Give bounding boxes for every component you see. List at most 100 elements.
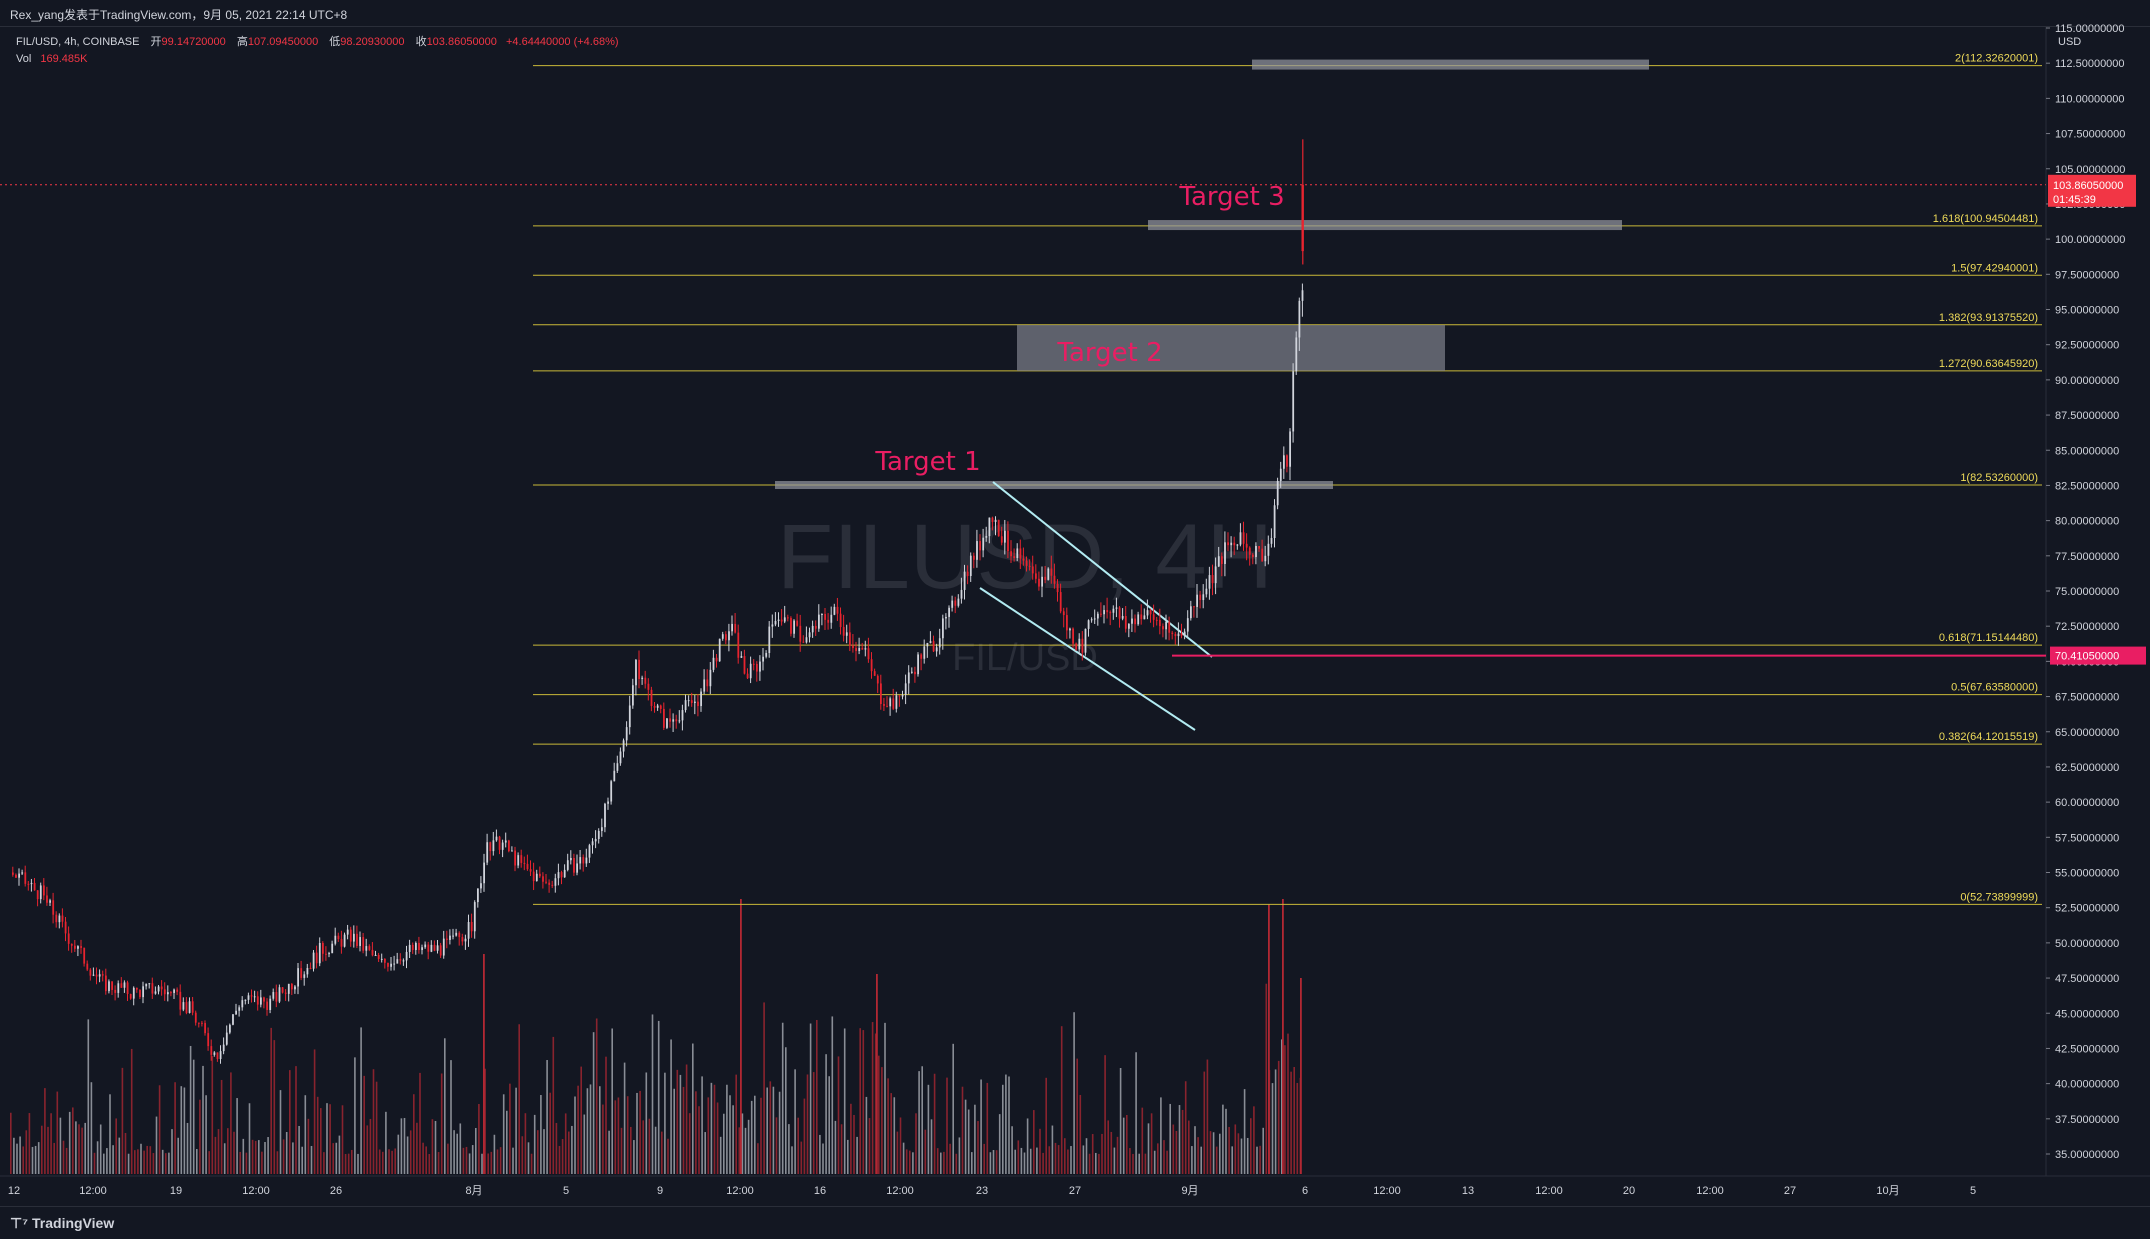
candle-body [318,942,321,964]
candle-body [1190,606,1192,619]
tradingview-logo[interactable]: ⊤⁷ TradingView [10,1215,115,1231]
candle-body [563,869,566,878]
candle-body [95,974,98,977]
candle-body [787,617,789,619]
candle-body [139,989,141,998]
price-axis[interactable] [2046,27,2150,1176]
candle-body [926,642,929,647]
candle-body [418,942,420,951]
candle-body [966,571,969,576]
volume-bar [10,1112,12,1174]
candle-body [697,701,699,707]
volume-bar [980,1079,982,1174]
candle-body [566,860,569,870]
volume-bar [295,1066,297,1174]
candle-body [529,869,532,872]
candle-body [253,996,256,998]
volume-bar [800,1141,803,1174]
candle-body [777,619,780,621]
candle-body [650,689,653,706]
volume-bar [633,1140,635,1174]
volume-bar [323,1152,325,1174]
volume-bar [1116,1136,1119,1174]
candle-body [501,842,504,850]
candle-body [1000,536,1003,543]
candle-body [300,968,303,978]
candle-body [452,935,454,937]
candle-body [229,1024,231,1033]
candle-body [377,954,380,959]
volume-bar [199,1099,201,1174]
channel-lower-line[interactable] [979,587,1196,731]
candle-body [182,1002,185,1010]
candle-body [1165,621,1167,630]
y-tick-label: 100.00000000 [2055,234,2125,246]
target-2-zone[interactable] [1017,324,1445,371]
volume-bar [1256,1146,1258,1174]
candle-body [883,703,885,706]
candle-body [148,983,151,985]
candle-body [783,617,786,622]
volume-bar [822,1143,824,1174]
volume-bar [967,1109,970,1174]
candle-body [49,900,51,903]
volume-bar [143,1150,145,1174]
candle-body [1062,611,1065,616]
candle-body [752,663,755,665]
high-value: 107.09450000 [247,36,319,48]
channel-upper-line[interactable] [992,481,1213,658]
volume-bar [1129,1148,1131,1174]
symbol-info[interactable]: FIL/USD, 4h, COINBASE [16,36,140,48]
target-1-zone[interactable] [775,481,1333,490]
target-3-zone[interactable] [1148,220,1622,231]
candle-body [638,659,640,679]
volume-bar [202,1065,204,1174]
volume-bar [59,1117,62,1174]
volume-bar [130,1048,133,1174]
volume-bar [236,1098,238,1174]
candle-body [1149,610,1152,615]
volume-bar [757,1143,759,1174]
candle-body [1199,594,1202,600]
volume-label[interactable]: Vol [16,53,32,65]
candle-body [495,836,498,841]
candle-body [709,669,712,687]
candle-body [371,949,374,956]
volume-bar [1250,1118,1252,1174]
volume-bar [174,1082,176,1174]
candle-body [1298,300,1301,338]
fib-2-zone[interactable] [1252,59,1649,70]
candle-body [712,657,715,670]
candle-body [1059,592,1062,612]
candle-body [1177,633,1180,637]
candle-body [808,632,811,638]
volume-bar [409,1130,412,1174]
fib-level-label: 2(112.32620001) [1955,53,2038,65]
candle-body [976,541,978,560]
volume-bar [1178,1105,1181,1174]
target-label-2[interactable]: Target 2 [1056,338,1162,368]
volume-bar [382,1151,384,1174]
candle-body [315,952,318,964]
candle-body [1137,614,1140,625]
candle-body [399,959,402,961]
candle-body [520,855,523,863]
target-label-1[interactable]: Target 1 [874,447,980,477]
target-label-3[interactable]: Target 3 [1178,182,1284,212]
volume-bar [217,1129,220,1174]
volume-bar [84,1122,86,1174]
volume-bar [620,1127,623,1174]
candle-body [126,982,129,995]
plot-area[interactable] [0,27,2046,1176]
y-tick-label: 75.00000000 [2055,586,2119,598]
volume-bar [667,1138,669,1174]
y-tick-label: 65.00000000 [2055,727,2119,739]
candle-body [1248,547,1251,555]
y-tick-label: 107.50000000 [2055,129,2125,141]
volume-bar [68,1111,71,1174]
y-tick-label: 42.50000000 [2055,1043,2119,1055]
volume-bar [623,1062,626,1174]
candle-body [898,695,901,697]
candle-body [396,959,399,964]
